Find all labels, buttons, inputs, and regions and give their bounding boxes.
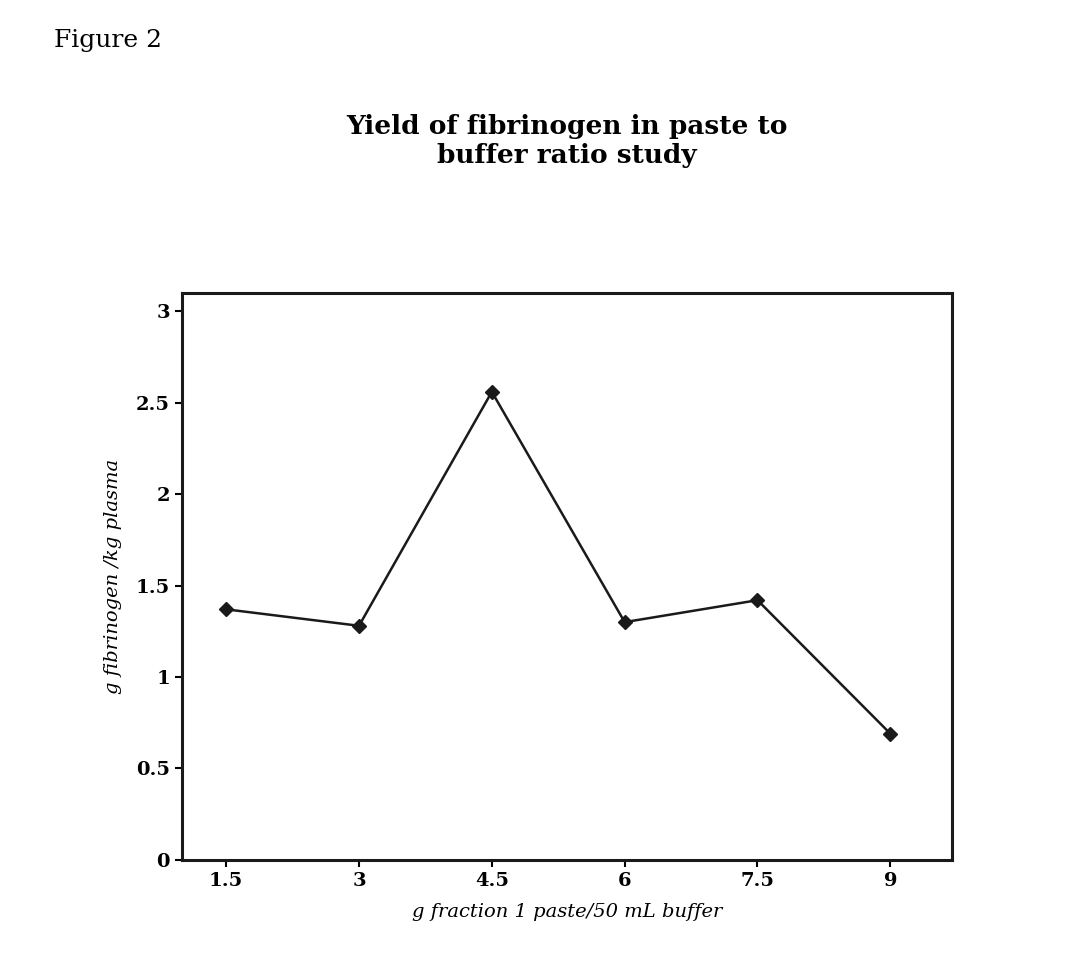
Y-axis label: g fibrinogen /kg plasma: g fibrinogen /kg plasma bbox=[104, 459, 122, 694]
Title: Yield of fibrinogen in paste to
buffer ratio study: Yield of fibrinogen in paste to buffer r… bbox=[347, 114, 788, 168]
Text: Figure 2: Figure 2 bbox=[54, 29, 162, 53]
X-axis label: g fraction 1 paste/50 mL buffer: g fraction 1 paste/50 mL buffer bbox=[412, 904, 722, 921]
